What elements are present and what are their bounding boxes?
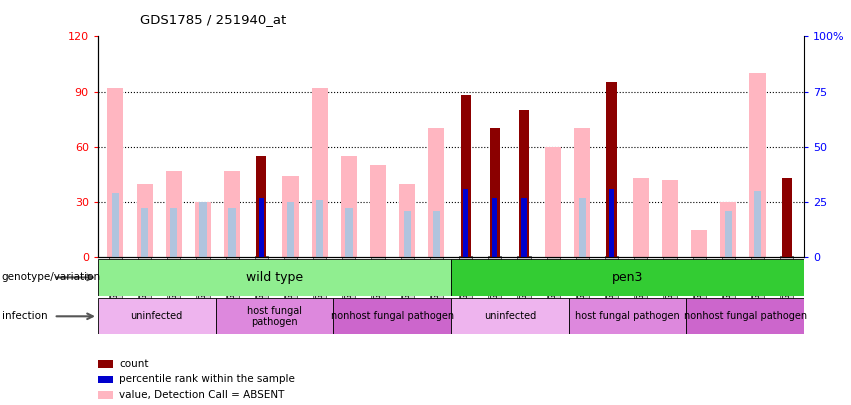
- Bar: [316, 200, 323, 257]
- Bar: [451, 298, 568, 334]
- Text: pen3: pen3: [612, 271, 643, 284]
- Text: wild type: wild type: [246, 271, 303, 284]
- Bar: [403, 211, 411, 257]
- Bar: [98, 298, 215, 334]
- Bar: [346, 207, 352, 257]
- Bar: [460, 95, 471, 257]
- Bar: [463, 189, 468, 257]
- Bar: [754, 191, 761, 257]
- Bar: [334, 298, 451, 334]
- Bar: [608, 193, 615, 257]
- Bar: [725, 211, 732, 257]
- Bar: [691, 230, 707, 257]
- Bar: [522, 198, 527, 257]
- Bar: [259, 198, 264, 257]
- Bar: [433, 211, 440, 257]
- Bar: [609, 189, 614, 257]
- Bar: [633, 178, 648, 257]
- Bar: [195, 202, 211, 257]
- Bar: [568, 298, 687, 334]
- Text: value, Detection Call = ABSENT: value, Detection Call = ABSENT: [119, 390, 284, 400]
- Bar: [579, 198, 586, 257]
- Text: infection: infection: [2, 311, 48, 321]
- Bar: [370, 165, 386, 257]
- Bar: [258, 196, 265, 257]
- Text: GDS1785 / 251940_at: GDS1785 / 251940_at: [140, 13, 287, 26]
- Text: host fungal pathogen: host fungal pathogen: [575, 311, 680, 321]
- Bar: [492, 198, 498, 257]
- Text: host fungal
pathogen: host fungal pathogen: [247, 305, 302, 327]
- Text: nonhost fungal pathogen: nonhost fungal pathogen: [683, 311, 807, 321]
- Bar: [199, 202, 207, 257]
- Bar: [98, 259, 451, 296]
- Bar: [283, 176, 299, 257]
- Text: percentile rank within the sample: percentile rank within the sample: [119, 375, 295, 384]
- Bar: [489, 128, 500, 257]
- Bar: [720, 202, 736, 257]
- Bar: [519, 110, 529, 257]
- Bar: [166, 171, 182, 257]
- Bar: [451, 259, 804, 296]
- Bar: [781, 178, 791, 257]
- Bar: [574, 128, 591, 257]
- Text: count: count: [119, 359, 149, 369]
- Bar: [136, 183, 152, 257]
- Bar: [170, 207, 177, 257]
- Text: nonhost fungal pathogen: nonhost fungal pathogen: [330, 311, 454, 321]
- Bar: [111, 193, 119, 257]
- Bar: [256, 156, 266, 257]
- Text: genotype/variation: genotype/variation: [2, 273, 100, 282]
- Bar: [545, 147, 561, 257]
- Bar: [750, 73, 766, 257]
- Bar: [311, 88, 328, 257]
- Bar: [228, 207, 236, 257]
- Bar: [107, 88, 123, 257]
- Bar: [687, 298, 804, 334]
- Text: uninfected: uninfected: [130, 311, 183, 321]
- Bar: [341, 156, 357, 257]
- Bar: [287, 202, 294, 257]
- Bar: [662, 180, 678, 257]
- Bar: [399, 183, 415, 257]
- Text: uninfected: uninfected: [483, 311, 536, 321]
- Bar: [224, 171, 240, 257]
- Bar: [607, 83, 617, 257]
- Bar: [141, 207, 148, 257]
- Bar: [428, 128, 444, 257]
- Bar: [215, 298, 334, 334]
